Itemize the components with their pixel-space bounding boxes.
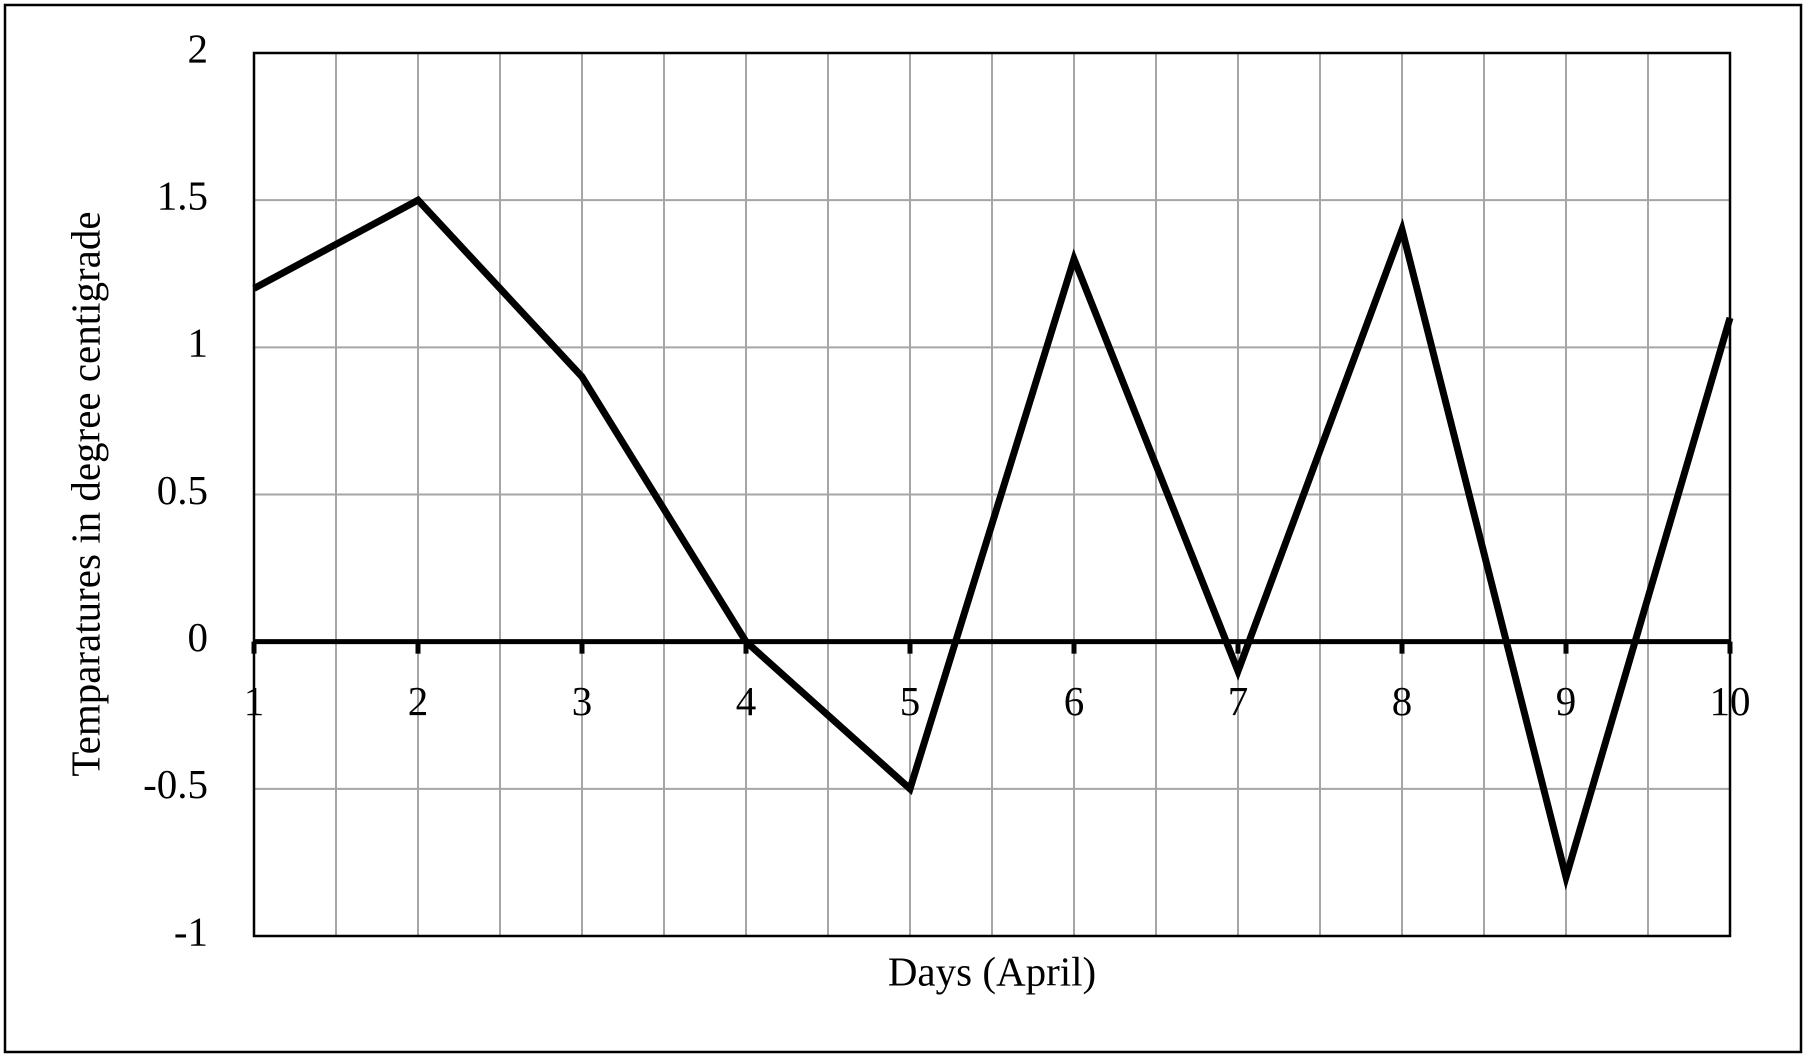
x-tick-label: 7 — [1228, 678, 1249, 724]
x-tick-label: 5 — [900, 678, 921, 724]
y-axis-label: Temparatures in degree centigrade — [62, 211, 108, 776]
plot-border — [252, 51, 1732, 938]
x-tick-label: 2 — [408, 678, 429, 724]
x-tick-label: 6 — [1064, 678, 1085, 724]
y-tick-label: -1 — [174, 908, 208, 954]
y-tick-label: 1 — [188, 320, 209, 366]
x-axis-label: Days (April) — [888, 948, 1096, 994]
y-tick-label: 1.5 — [157, 173, 208, 219]
x-tick-label: 3 — [572, 678, 593, 724]
y-tick-label: 0 — [188, 614, 209, 660]
chart-border — [3, 3, 1803, 1054]
y-tick-label: -0.5 — [143, 761, 208, 807]
x-tick-label: 8 — [1392, 678, 1413, 724]
y-tick-label: 0.5 — [157, 467, 208, 513]
x-tick-label: 1 — [244, 678, 265, 724]
x-tick-label: 10 — [1710, 678, 1751, 724]
data-line — [252, 195, 1734, 891]
x-tick-label: 4 — [736, 678, 757, 724]
x-tick-label: 9 — [1556, 678, 1577, 724]
y-tick-label: 2 — [188, 25, 209, 71]
